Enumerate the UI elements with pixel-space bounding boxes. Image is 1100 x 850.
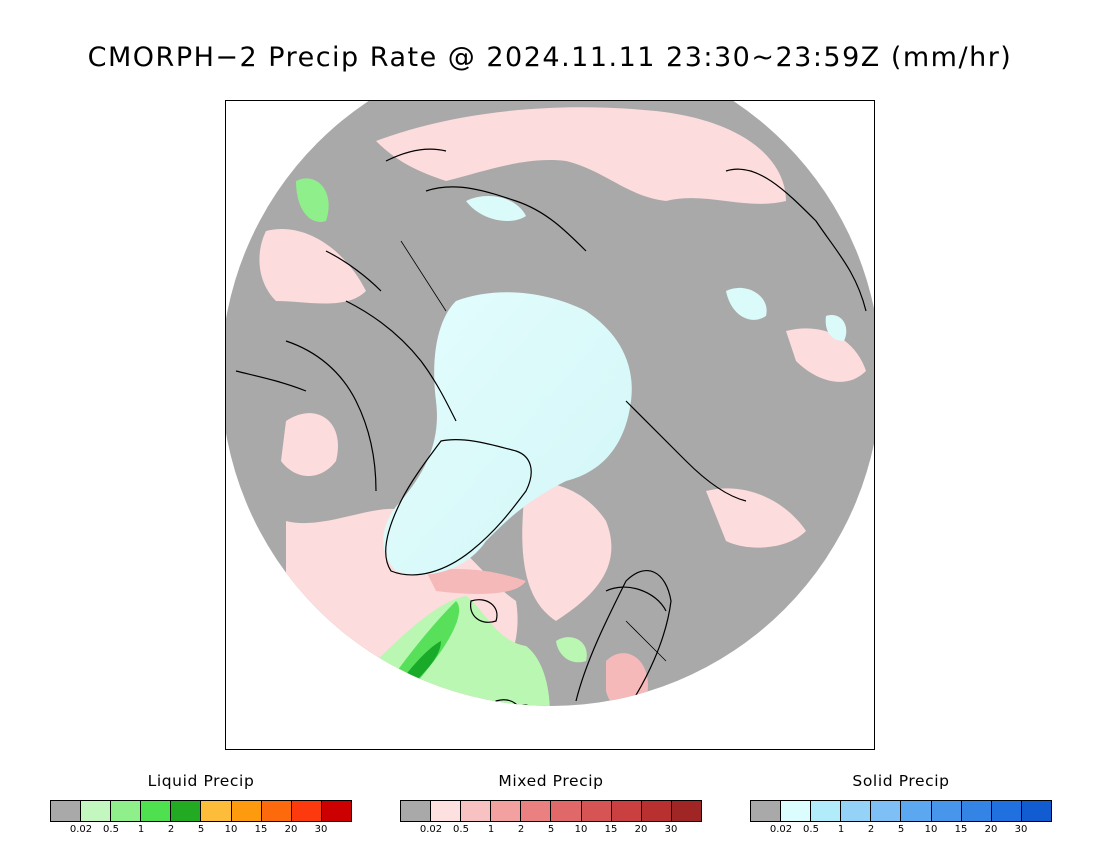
liquid-precip-area: [556, 637, 587, 663]
tick-labels: 0.02 0.5 1 2 5 10 15 20 30: [750, 824, 1052, 838]
legend-swatch: [961, 801, 992, 821]
color-bar: [750, 800, 1052, 822]
liquid-precip-area: [296, 178, 329, 222]
precip-map-svg: [226, 101, 874, 706]
legend-swatch: [401, 801, 432, 821]
legend-tick-label: 15: [954, 824, 968, 835]
legend-swatch: [491, 801, 522, 821]
legend-swatch: [1021, 801, 1051, 821]
legend-swatch: [261, 801, 292, 821]
mixed-precip-area: [522, 481, 612, 621]
mixed-precip-area: [281, 413, 338, 476]
legend-tick-label: 1: [837, 824, 845, 835]
legend-tick-label: 0.02: [419, 824, 443, 835]
liquid-precip-area: [401, 641, 441, 686]
solid-precip-area: [383, 292, 632, 575]
mixed-precip-area: [259, 229, 366, 304]
legend-tick-label: 0.5: [103, 824, 119, 835]
legend-swatch: [321, 801, 351, 821]
solid-precip-area: [825, 315, 847, 341]
legend-tick-label: 15: [604, 824, 618, 835]
chart-title: CMORPH−2 Precip Rate @ 2024.11.11 23:30~…: [87, 42, 1013, 73]
mixed-precip-area: [376, 107, 786, 204]
mixed-precip-area: [786, 328, 866, 382]
legend-tick-label: 1: [137, 824, 145, 835]
legend-swatch: [931, 801, 962, 821]
legend-solid: Solid Precip 0.02 0.5 1 2 5 10 15 20 30: [750, 772, 1052, 838]
legend-tick-label: 10: [224, 824, 238, 835]
legend-tick-label: 20: [634, 824, 648, 835]
legend-swatch: [641, 801, 672, 821]
mixed-precip-area: [426, 569, 526, 594]
liquid-precip-area: [356, 596, 550, 706]
legend-swatch: [991, 801, 1022, 821]
legend-title: Liquid Precip: [147, 772, 255, 790]
legend-tick-label: 5: [197, 824, 205, 835]
legend-liquid: Liquid Precip 0.02 0.5 1 2 5 10 15 20 30: [50, 772, 352, 838]
legend-tick-label: 0.5: [803, 824, 819, 835]
legend-tick-label: 1: [487, 824, 495, 835]
legend-swatch: [521, 801, 552, 821]
legend-tick-label: 20: [284, 824, 298, 835]
legend-swatch: [901, 801, 932, 821]
legend-tick-label: 30: [1014, 824, 1028, 835]
polar-map: [225, 100, 875, 750]
legend-tick-label: 30: [314, 824, 328, 835]
legend-swatch: [671, 801, 701, 821]
legend-swatch: [141, 801, 172, 821]
legend-swatch: [201, 801, 232, 821]
legend-tick-label: 5: [897, 824, 905, 835]
legend-swatch: [551, 801, 582, 821]
legend-swatch: [751, 801, 782, 821]
legend-swatch: [81, 801, 112, 821]
legend-title: Mixed Precip: [498, 772, 604, 790]
legend-swatch: [811, 801, 842, 821]
legend-swatch: [781, 801, 812, 821]
legend-swatch: [231, 801, 262, 821]
tick-labels: 0.02 0.5 1 2 5 10 15 20 30: [400, 824, 702, 838]
legend-tick-label: 0.02: [769, 824, 793, 835]
tick-labels: 0.02 0.5 1 2 5 10 15 20 30: [50, 824, 352, 838]
legend-tick-label: 10: [574, 824, 588, 835]
legend-swatch: [431, 801, 462, 821]
legend-swatch: [51, 801, 82, 821]
legend-tick-label: 5: [547, 824, 555, 835]
color-bar: [400, 800, 702, 822]
precip-field: [226, 101, 874, 706]
legend-tick-label: 2: [517, 824, 525, 835]
coastlines: [235, 148, 867, 706]
solid-precip-area: [726, 287, 767, 320]
legend-swatch: [171, 801, 202, 821]
solid-precip-area: [466, 196, 526, 221]
legend-mixed: Mixed Precip 0.02 0.5 1 2 5 10 15 20 30: [400, 772, 702, 838]
legend-tick-label: 2: [167, 824, 175, 835]
legend-swatch: [111, 801, 142, 821]
legend-tick-label: 30: [664, 824, 678, 835]
legend-swatch: [291, 801, 322, 821]
legend-tick-label: 2: [867, 824, 875, 835]
legend-swatch: [581, 801, 612, 821]
legend-tick-label: 0.5: [453, 824, 469, 835]
legend-tick-label: 20: [984, 824, 998, 835]
legend-tick-label: 10: [924, 824, 938, 835]
legend-tick-label: 0.02: [69, 824, 93, 835]
legend-swatch: [611, 801, 642, 821]
legend-tick-label: 15: [254, 824, 268, 835]
legend-title: Solid Precip: [852, 772, 950, 790]
legend-swatch: [461, 801, 492, 821]
mixed-precip-area: [706, 488, 806, 548]
legend-swatch: [871, 801, 902, 821]
color-bar: [50, 800, 352, 822]
legend-swatch: [841, 801, 872, 821]
